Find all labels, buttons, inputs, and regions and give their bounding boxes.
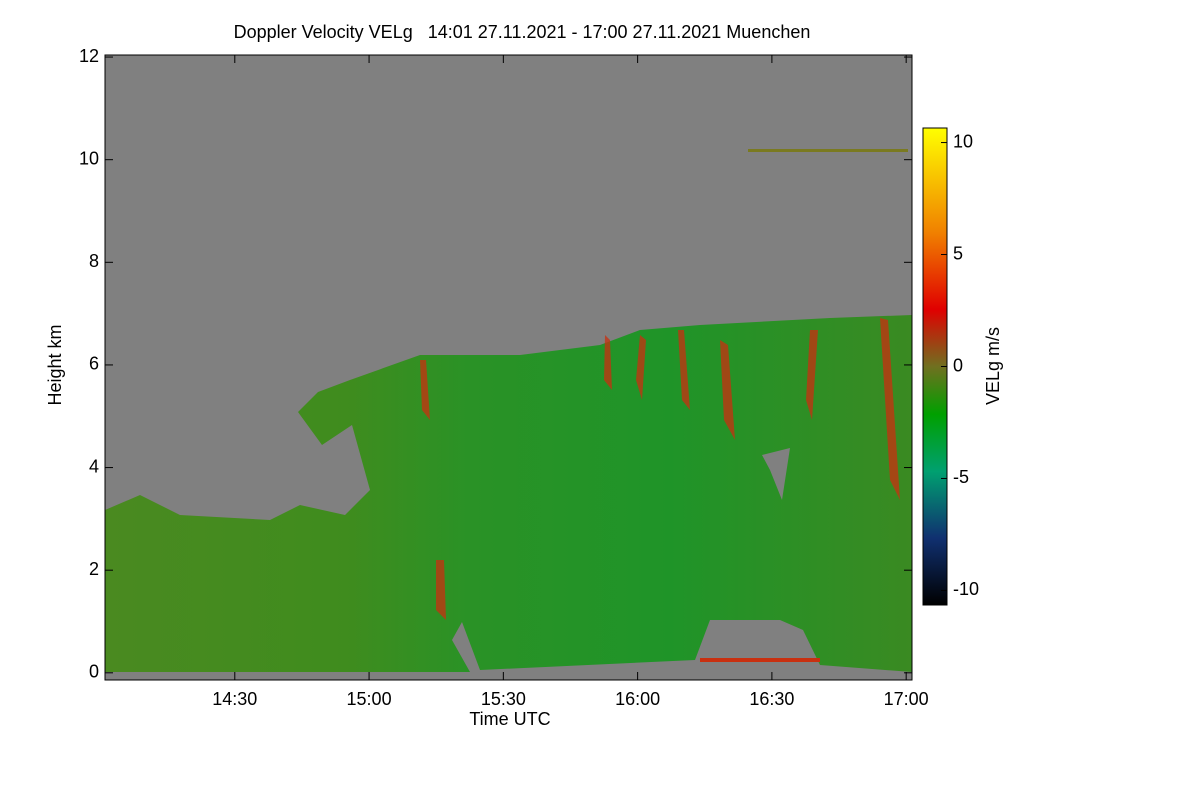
y-axis-label: Height km [45,324,65,405]
x-tick-label: 17:00 [884,689,929,709]
x-tick-label: 16:00 [615,689,660,709]
x-tick-label: 15:30 [481,689,526,709]
high-line [748,149,908,152]
y-tick-label: 8 [89,251,99,271]
colorbar-tick-label: -10 [953,579,979,599]
y-tick-label: 10 [79,148,99,168]
chart-title: Doppler Velocity VELg 14:01 27.11.2021 -… [234,22,811,42]
x-tick-label: 14:30 [212,689,257,709]
x-axis-label: Time UTC [469,709,550,729]
echo-hole [762,448,790,500]
plot-frame [104,54,913,681]
y-tick-label: 6 [89,354,99,374]
colorbar-label: VELg m/s [983,327,1003,405]
positive-streaks [420,318,900,620]
y-tick-label: 0 [89,662,99,682]
colorbar-tick-label: -5 [953,467,969,487]
x-tick-label: 15:00 [347,689,392,709]
colorbar-tick-label: 0 [953,355,963,375]
colorbar-tick-label: 10 [953,131,973,151]
colorbar-tick-label: 5 [953,243,963,263]
x-tick-label: 16:30 [749,689,794,709]
y-tick-label: 2 [89,559,99,579]
plot-field [104,54,913,681]
ground-line [700,658,820,662]
y-tick-label: 4 [89,456,99,476]
y-tick-label: 12 [79,46,99,66]
echo-region [105,315,912,672]
